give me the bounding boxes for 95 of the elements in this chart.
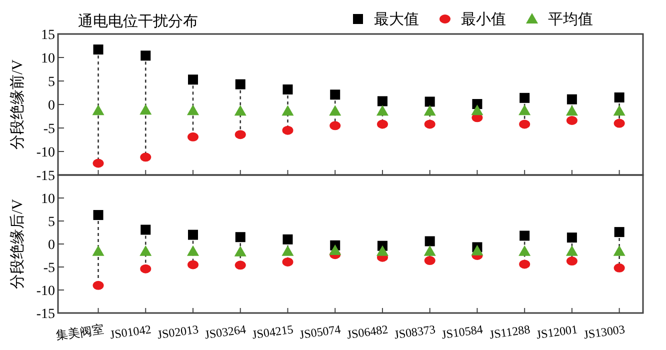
x-tick-label: JS12001: [535, 322, 578, 342]
point: [235, 79, 246, 90]
x-tick-label: JS06482: [346, 322, 389, 342]
point: [188, 74, 198, 85]
point: [282, 84, 293, 94]
point: [282, 105, 294, 116]
point: [140, 152, 152, 162]
point: [424, 120, 436, 129]
point: [92, 158, 104, 168]
point: [471, 104, 484, 116]
point: [140, 224, 151, 235]
point: [566, 245, 578, 256]
point: [187, 245, 199, 256]
point: [92, 280, 104, 290]
y-tick-label: 10: [41, 52, 55, 66]
point: [518, 104, 531, 116]
legend-label: 平均值: [548, 11, 593, 28]
x-tick-label: JS08373: [393, 322, 436, 342]
point: [566, 116, 578, 125]
point: [613, 105, 626, 116]
x-tick-label: JS02013: [156, 322, 200, 342]
legend-label: 最小值: [461, 11, 506, 28]
y-tick-label: -10: [36, 284, 55, 299]
chart-title: 通电电位干扰分布: [78, 13, 198, 30]
point: [424, 256, 436, 266]
point: [520, 92, 530, 103]
point: [187, 104, 199, 116]
point: [329, 105, 342, 116]
point: [234, 246, 246, 256]
y-tick-label: 15: [41, 28, 55, 43]
y-tick-label: -15: [36, 169, 55, 184]
point: [282, 126, 294, 135]
y-tick-label: 5: [48, 75, 55, 90]
point: [235, 232, 246, 242]
point: [330, 90, 340, 100]
point: [140, 50, 151, 61]
y-tick-label: 0: [48, 98, 55, 114]
point: [330, 121, 341, 130]
y-axis-title: 分段绝缘前/V: [9, 59, 26, 150]
point: [93, 210, 104, 220]
y-tick-label: 10: [41, 192, 55, 207]
point: [518, 245, 531, 256]
y-tick-label: -10: [36, 146, 55, 160]
point: [188, 230, 198, 240]
point: [188, 260, 198, 270]
x-tick-label: JS13003: [582, 322, 626, 342]
x-tick-label: JS11288: [488, 322, 531, 342]
x-tick-label: JS10584: [440, 322, 484, 342]
point: [140, 104, 152, 115]
point: [234, 260, 246, 270]
point: [613, 245, 626, 256]
point: [93, 44, 104, 55]
point: [140, 264, 152, 274]
y-tick-label: -15: [36, 307, 55, 322]
point: [614, 92, 624, 102]
x-tick-label: JS05074: [298, 322, 342, 342]
y-axis-title: 分段绝缘后/V: [9, 198, 26, 289]
point: [519, 120, 530, 129]
point: [376, 120, 388, 129]
point: [282, 257, 294, 266]
point: [140, 245, 152, 256]
x-tick-label: JS01042: [109, 322, 152, 342]
y-tick-label: 0: [48, 238, 55, 253]
point: [92, 245, 104, 256]
point: [566, 232, 577, 243]
x-tick-label: 集美阀室: [55, 322, 105, 343]
point: [566, 105, 578, 116]
point: [92, 104, 104, 116]
y-tick-label: -5: [43, 122, 55, 137]
point: [424, 105, 436, 116]
point: [329, 244, 342, 255]
point: [188, 132, 198, 142]
point: [566, 256, 578, 266]
point: [424, 96, 435, 107]
x-tick-label: JS03264: [204, 322, 247, 342]
point: [282, 245, 294, 256]
point: [566, 94, 577, 104]
y-tick-label: 5: [48, 215, 55, 230]
point: [520, 230, 530, 241]
point: [424, 236, 435, 246]
point: [614, 118, 625, 128]
point: [376, 105, 388, 116]
point: [519, 260, 530, 269]
point: [282, 234, 293, 244]
point: [377, 96, 388, 106]
point: [614, 263, 625, 272]
y-tick-label: -5: [43, 261, 55, 276]
x-tick-label: JS04215: [251, 322, 294, 342]
point: [424, 245, 436, 256]
point: [234, 130, 246, 140]
point: [234, 105, 246, 116]
legend-label: 最大值: [374, 11, 419, 28]
point: [376, 245, 388, 256]
point: [614, 227, 624, 238]
point: [471, 244, 484, 256]
